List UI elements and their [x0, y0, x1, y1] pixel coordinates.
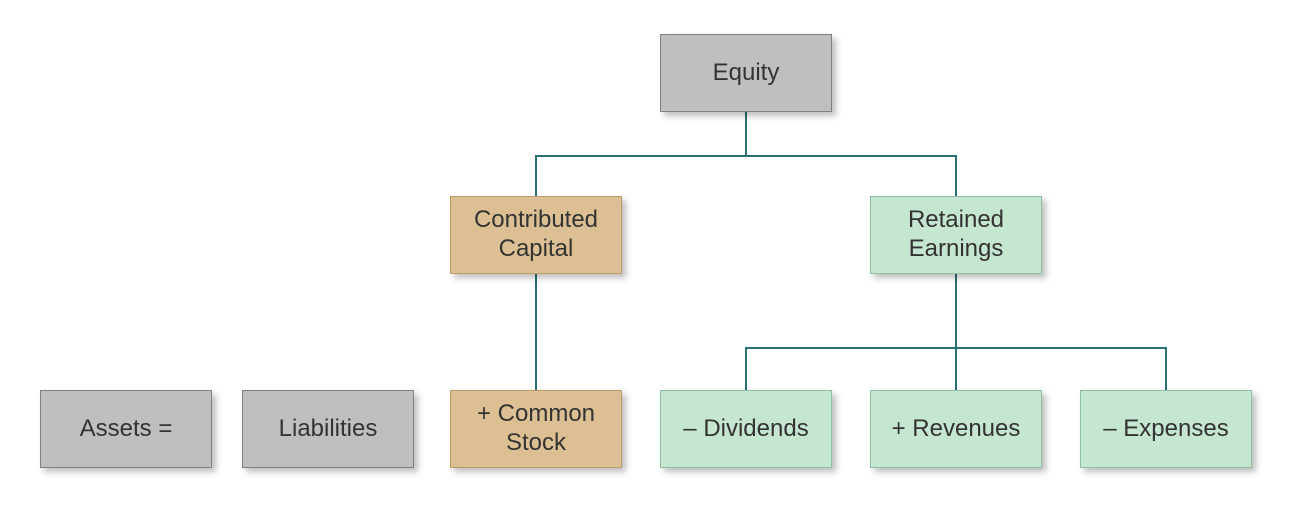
node-liabilities: Liabilities — [242, 390, 414, 468]
node-equity: Equity — [660, 34, 832, 112]
node-contributed-label: ContributedCapital — [474, 206, 598, 264]
node-dividends-label: – Dividends — [683, 415, 808, 444]
node-revenues-label: + Revenues — [892, 415, 1021, 444]
node-retained-label: RetainedEarnings — [908, 206, 1004, 264]
node-assets: Assets = — [40, 390, 212, 468]
node-equity-label: Equity — [713, 59, 780, 88]
node-revenues: + Revenues — [870, 390, 1042, 468]
node-assets-label: Assets = — [80, 415, 173, 444]
node-dividends: – Dividends — [660, 390, 832, 468]
node-liabilities-label: Liabilities — [279, 415, 378, 444]
node-retained: RetainedEarnings — [870, 196, 1042, 274]
node-common-label: + CommonStock — [477, 400, 595, 458]
node-expenses-label: – Expenses — [1103, 415, 1228, 444]
node-common: + CommonStock — [450, 390, 622, 468]
node-contributed: ContributedCapital — [450, 196, 622, 274]
node-expenses: – Expenses — [1080, 390, 1252, 468]
